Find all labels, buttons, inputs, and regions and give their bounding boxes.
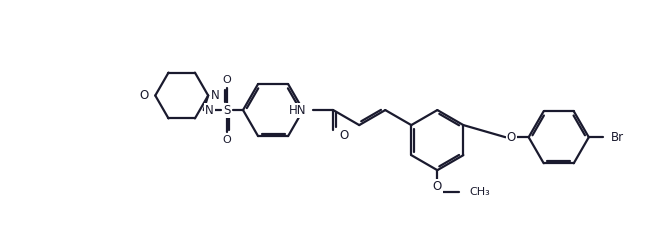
Text: O: O [139,89,148,102]
Text: N: N [211,89,220,102]
Text: O: O [223,75,231,85]
Text: HN: HN [289,104,306,117]
Text: Br: Br [610,131,624,144]
Text: N: N [205,104,214,117]
Text: O: O [433,180,442,193]
Text: O: O [223,135,231,145]
Text: O: O [339,129,348,142]
Text: CH₃: CH₃ [469,187,490,197]
Text: S: S [223,104,231,117]
Text: O: O [507,131,516,144]
